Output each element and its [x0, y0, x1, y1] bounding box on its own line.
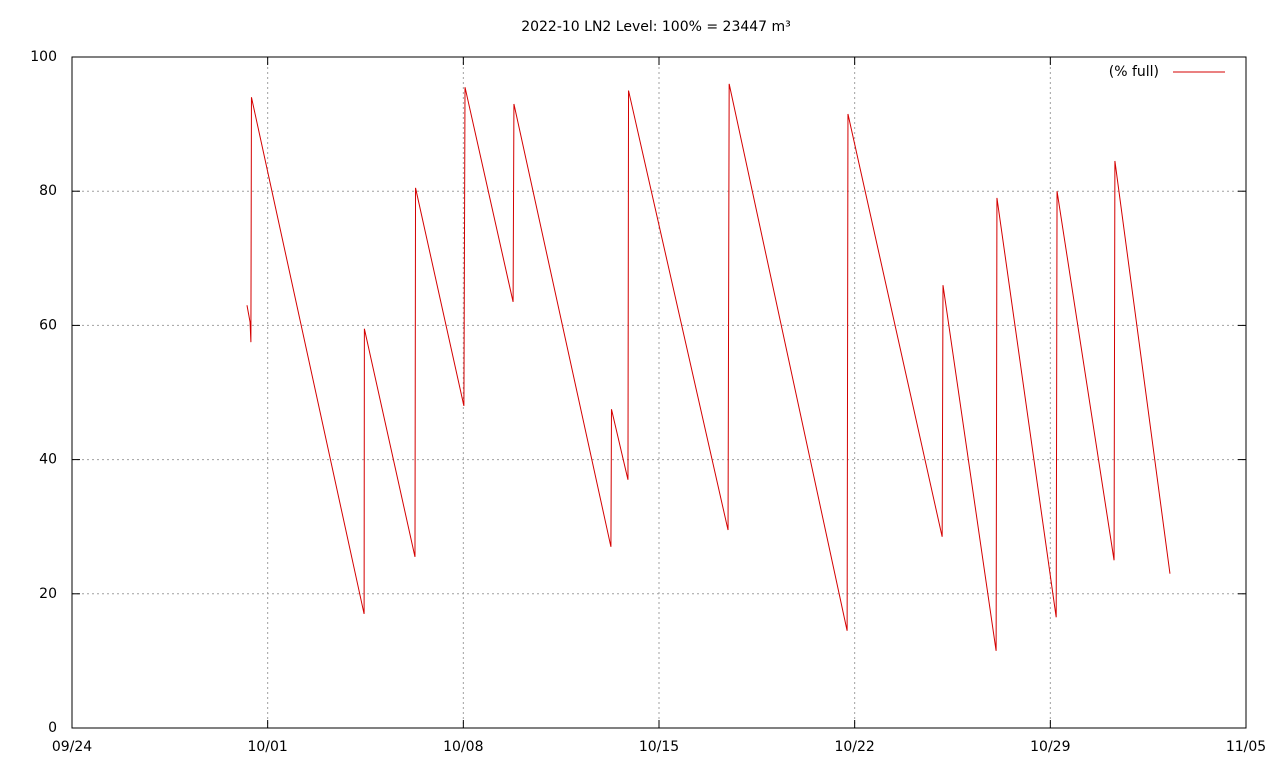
y-tick-label: 80	[39, 183, 57, 199]
x-tick-label: 10/08	[443, 739, 483, 755]
x-tick-label: 09/24	[52, 739, 92, 755]
x-tick-label: 11/05	[1226, 739, 1266, 755]
x-tick-label: 10/29	[1030, 739, 1070, 755]
legend-label: (% full)	[1109, 64, 1159, 80]
chart-title: 2022-10 LN2 Level: 100% = 23447 m³	[521, 19, 791, 35]
y-tick-label: 100	[30, 49, 57, 65]
x-tick-label: 10/01	[247, 739, 287, 755]
y-tick-label: 60	[39, 317, 57, 333]
y-tick-label: 0	[48, 720, 57, 736]
plot-frame	[71, 56, 1247, 729]
y-tick-label: 40	[39, 452, 57, 468]
data-line	[246, 83, 1171, 651]
y-tick-label: 20	[39, 586, 57, 602]
x-tick-label: 10/22	[834, 739, 874, 755]
x-tick-label: 10/15	[639, 739, 679, 755]
